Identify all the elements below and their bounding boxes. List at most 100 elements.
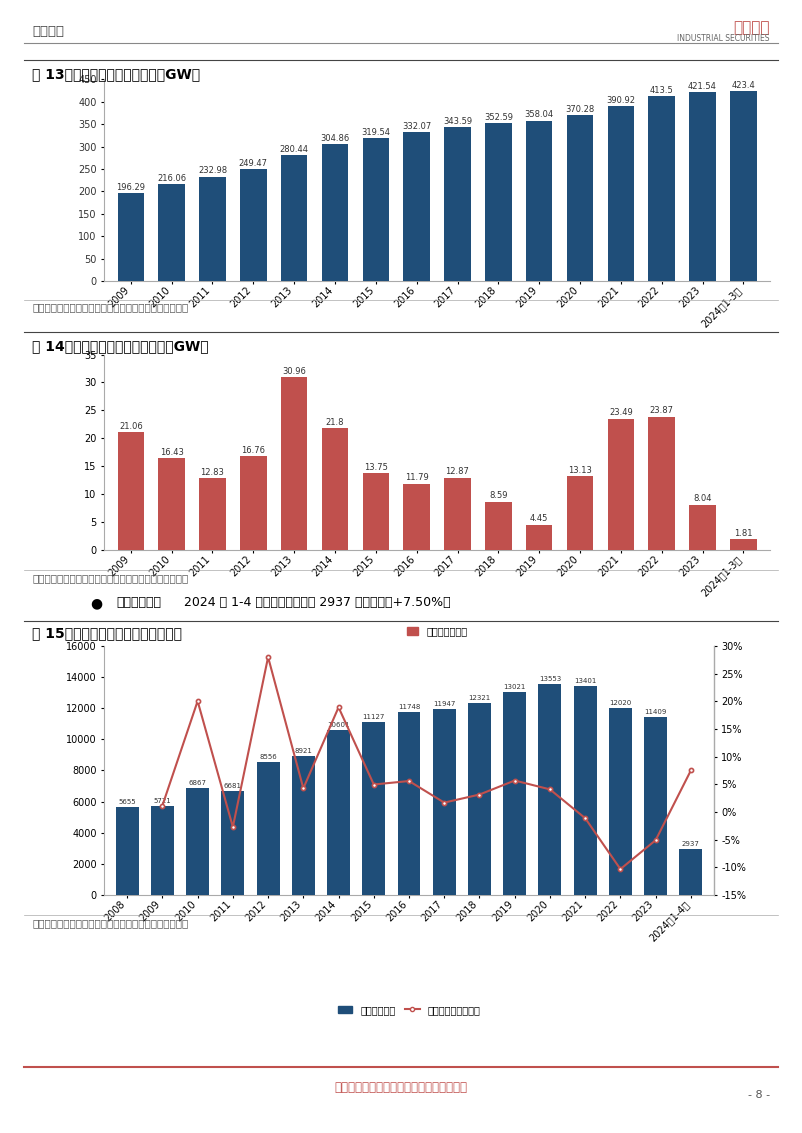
Text: 30.96: 30.96 xyxy=(282,367,306,376)
Bar xyxy=(679,850,703,895)
Text: 行业周报: 行业周报 xyxy=(32,25,64,39)
Text: ●: ● xyxy=(90,596,103,610)
Bar xyxy=(567,116,593,281)
Text: 8556: 8556 xyxy=(259,753,277,760)
Text: 12020: 12020 xyxy=(610,700,631,706)
Bar xyxy=(199,478,225,550)
Bar xyxy=(403,484,430,550)
Text: 16.43: 16.43 xyxy=(160,448,184,457)
Bar xyxy=(118,193,144,281)
Bar xyxy=(444,478,471,550)
Bar xyxy=(608,419,634,550)
Text: 5721: 5721 xyxy=(153,798,172,804)
Bar xyxy=(504,692,526,895)
Text: 11127: 11127 xyxy=(363,714,385,719)
Text: 11748: 11748 xyxy=(398,705,420,710)
Text: 423.4: 423.4 xyxy=(731,82,755,91)
Text: 358.04: 358.04 xyxy=(525,110,553,119)
Legend: 水电新增装机量: 水电新增装机量 xyxy=(407,627,468,637)
Bar xyxy=(609,708,632,895)
Bar xyxy=(689,92,716,281)
Text: INDUSTRIAL SECURITIES: INDUSTRIAL SECURITIES xyxy=(678,34,770,43)
Text: 10601: 10601 xyxy=(327,722,350,729)
Text: 370.28: 370.28 xyxy=(565,105,594,114)
Text: 4.45: 4.45 xyxy=(530,514,549,523)
Bar xyxy=(649,417,675,550)
Bar xyxy=(151,806,174,895)
Bar xyxy=(468,704,491,895)
Text: 12.83: 12.83 xyxy=(200,468,225,477)
Text: 280.44: 280.44 xyxy=(280,145,309,154)
Bar xyxy=(240,169,266,281)
Bar xyxy=(538,684,561,895)
Bar xyxy=(363,722,385,895)
Bar xyxy=(257,761,280,895)
Text: 图 15、我国水电各年发电量（亿度）: 图 15、我国水电各年发电量（亿度） xyxy=(32,627,182,640)
Bar xyxy=(398,712,420,895)
Bar xyxy=(444,127,471,281)
Bar xyxy=(322,428,348,550)
Bar xyxy=(526,120,553,281)
Text: 资料来源：国家能源局，兴业证券经济与金融研究院整理: 资料来源：国家能源局，兴业证券经济与金融研究院整理 xyxy=(32,303,188,313)
Text: 12321: 12321 xyxy=(468,696,491,701)
Text: 390.92: 390.92 xyxy=(606,95,635,104)
Text: 21.8: 21.8 xyxy=(326,418,344,427)
Text: 304.86: 304.86 xyxy=(320,134,350,143)
Text: 11947: 11947 xyxy=(433,701,456,707)
Text: 8.04: 8.04 xyxy=(693,494,712,503)
Text: 13.75: 13.75 xyxy=(364,462,388,471)
Text: 332.07: 332.07 xyxy=(402,122,431,131)
Bar xyxy=(567,476,593,550)
Text: 5655: 5655 xyxy=(119,799,136,806)
Text: 图 14、我国水电年度新增装机量（GW）: 图 14、我国水电年度新增装机量（GW） xyxy=(32,339,209,352)
Bar xyxy=(115,807,139,895)
Bar xyxy=(730,92,756,281)
Text: - 8 -: - 8 - xyxy=(747,1090,770,1100)
Bar xyxy=(281,377,307,550)
Bar xyxy=(363,472,389,550)
Text: 13553: 13553 xyxy=(539,676,561,682)
Bar xyxy=(485,502,512,550)
Bar xyxy=(573,687,597,895)
Bar xyxy=(485,123,512,281)
Text: 319.54: 319.54 xyxy=(362,128,391,137)
Bar xyxy=(363,138,389,281)
Bar xyxy=(526,525,553,550)
Text: 421.54: 421.54 xyxy=(688,82,717,91)
Text: 8921: 8921 xyxy=(294,748,312,755)
Text: 413.5: 413.5 xyxy=(650,86,674,94)
Bar xyxy=(158,185,185,281)
Bar xyxy=(608,105,634,281)
Bar xyxy=(186,789,209,895)
Bar xyxy=(322,144,348,281)
Text: 343.59: 343.59 xyxy=(443,117,472,126)
Bar xyxy=(118,433,144,550)
Text: 11409: 11409 xyxy=(645,709,666,715)
Text: 13021: 13021 xyxy=(504,684,526,690)
Bar xyxy=(281,155,307,281)
Text: 11.79: 11.79 xyxy=(405,474,428,483)
Bar xyxy=(403,133,430,281)
Bar xyxy=(158,458,185,550)
Text: 352.59: 352.59 xyxy=(484,113,512,122)
Text: 249.47: 249.47 xyxy=(239,159,268,168)
Text: 水电发电量：: 水电发电量： xyxy=(116,596,161,608)
Text: 2937: 2937 xyxy=(682,842,700,847)
Text: 1.81: 1.81 xyxy=(734,529,752,538)
Bar xyxy=(221,791,245,895)
Bar xyxy=(689,504,716,550)
Bar xyxy=(730,539,756,550)
Text: 兴业证券: 兴业证券 xyxy=(733,19,770,35)
Text: 21.06: 21.06 xyxy=(119,421,143,431)
Legend: 水电总装机量: 水电总装机量 xyxy=(410,357,464,367)
Legend: 水电总发电量, 发电量同比（右轴）: 水电总发电量, 发电量同比（右轴） xyxy=(338,1005,480,1015)
Text: 请必须阅读正文之后的信息披露和重要声明: 请必须阅读正文之后的信息披露和重要声明 xyxy=(334,1081,468,1093)
Text: 216.06: 216.06 xyxy=(157,174,186,184)
Bar xyxy=(240,457,266,550)
Text: 16.76: 16.76 xyxy=(241,445,265,454)
Text: 13401: 13401 xyxy=(574,679,597,684)
Text: 资料来源：国家能源局，兴业证券经济与金融研究院整理: 资料来源：国家能源局，兴业证券经济与金融研究院整理 xyxy=(32,573,188,583)
Text: 23.87: 23.87 xyxy=(650,407,674,415)
Text: 8.59: 8.59 xyxy=(489,492,508,501)
Text: 6681: 6681 xyxy=(224,783,242,789)
